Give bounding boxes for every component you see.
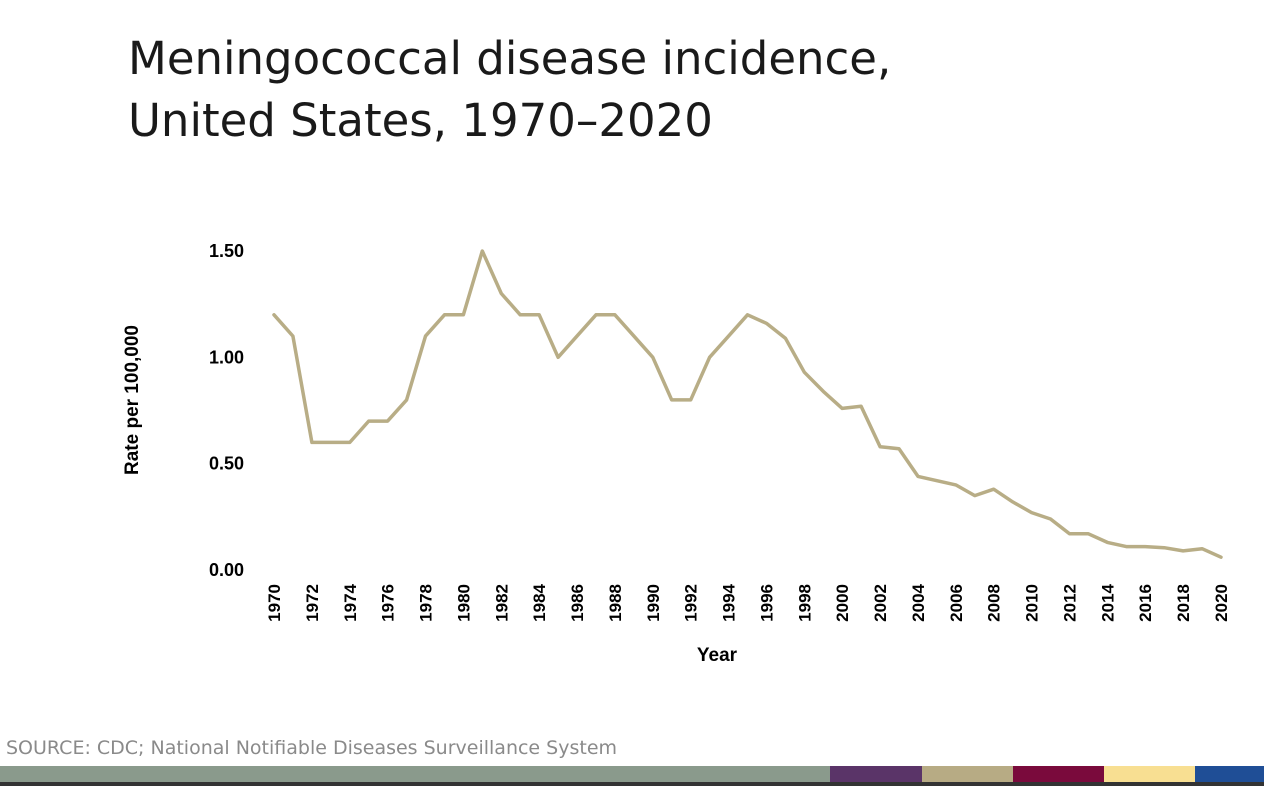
series-layer bbox=[272, 249, 1223, 559]
y-tick-label: 1.00 bbox=[209, 347, 244, 367]
x-tick-label: 1980 bbox=[454, 584, 473, 622]
y-tick-label: 0.00 bbox=[209, 560, 244, 580]
series-line bbox=[272, 249, 1223, 559]
y-axis-ticks: 0.00 0.50 1.00 1.50 bbox=[209, 241, 244, 580]
x-tick-label: 1998 bbox=[795, 584, 814, 622]
x-axis-label: Year bbox=[697, 645, 738, 666]
slide-title-line-1: Meningococcal disease incidence, bbox=[128, 32, 892, 85]
x-tick-label: 2010 bbox=[1023, 584, 1042, 622]
slide-title-line-2: United States, 1970–2020 bbox=[128, 94, 713, 147]
x-tick-label: 2008 bbox=[985, 584, 1004, 622]
x-tick-label: 2006 bbox=[947, 584, 966, 622]
x-tick-label: 1972 bbox=[303, 584, 322, 622]
y-tick-label: 1.50 bbox=[209, 241, 244, 261]
footer-color-segment bbox=[830, 766, 922, 782]
x-tick-label: 1992 bbox=[682, 584, 701, 622]
x-tick-label: 1996 bbox=[757, 584, 776, 622]
x-tick-label: 1990 bbox=[644, 584, 663, 622]
slide-title: Meningococcal disease incidence, United … bbox=[128, 28, 891, 152]
x-tick-label: 1970 bbox=[265, 584, 284, 622]
y-axis-label: Rate per 100,000 bbox=[122, 325, 143, 475]
x-tick-label: 2018 bbox=[1174, 584, 1193, 622]
footer-color-bar bbox=[0, 766, 1264, 782]
x-tick-label: 2002 bbox=[871, 584, 890, 622]
source-note: SOURCE: CDC; National Notifiable Disease… bbox=[6, 737, 618, 759]
x-tick-label: 2004 bbox=[909, 583, 928, 621]
footer-color-segment bbox=[0, 766, 830, 782]
x-tick-label: 2020 bbox=[1212, 584, 1231, 622]
footer-color-segment bbox=[1195, 766, 1264, 782]
x-axis-ticks: 1970 1972 1974 1976 1978 1980 1982 1984 1986 1988… bbox=[265, 583, 1231, 621]
x-tick-label: 1984 bbox=[530, 583, 549, 621]
x-tick-label: 1982 bbox=[492, 584, 511, 622]
footer-color-segment bbox=[1104, 766, 1195, 782]
x-tick-label: 1976 bbox=[379, 584, 398, 622]
x-tick-label: 1978 bbox=[417, 584, 436, 622]
x-tick-label: 2012 bbox=[1060, 584, 1079, 622]
footer-color-segment bbox=[1013, 766, 1104, 782]
x-tick-label: 1994 bbox=[720, 583, 739, 621]
y-tick-label: 0.50 bbox=[209, 454, 244, 474]
bottom-edge bbox=[0, 782, 1264, 786]
x-tick-label: 1988 bbox=[606, 584, 625, 622]
x-tick-label: 2016 bbox=[1136, 584, 1155, 622]
footer-color-segment bbox=[922, 766, 1013, 782]
x-tick-label: 1986 bbox=[568, 584, 587, 622]
x-tick-label: 2014 bbox=[1098, 583, 1117, 621]
x-tick-label: 1974 bbox=[341, 583, 360, 621]
x-tick-label: 2000 bbox=[833, 584, 852, 622]
